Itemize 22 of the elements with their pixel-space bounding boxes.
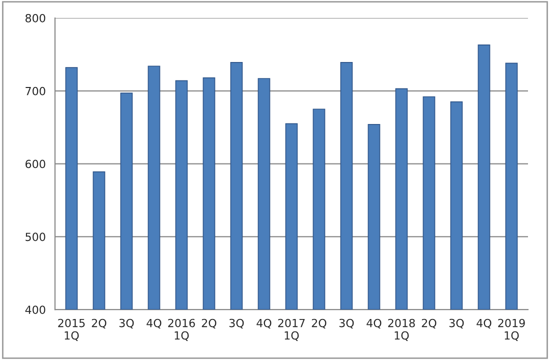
x-tick-label: 2Q bbox=[92, 318, 106, 329]
y-tick-label: 800 bbox=[26, 14, 46, 22]
x-tick-label: 2Q bbox=[312, 318, 326, 329]
x-tick-label: 2Q bbox=[422, 318, 436, 329]
x-tick-label: 4Q bbox=[366, 318, 382, 329]
x-tick-label: 4Q bbox=[146, 318, 162, 329]
y-tick-label: 500 bbox=[26, 232, 46, 242]
x-tick-label: 2019 1Q bbox=[498, 318, 525, 341]
y-tick-label: 600 bbox=[26, 160, 46, 168]
x-tick-label: 4Q bbox=[476, 318, 492, 329]
y-tick-label: 400 bbox=[25, 306, 46, 314]
y-tick-label: 700 bbox=[26, 86, 46, 96]
x-tick-label: 2Q bbox=[202, 318, 216, 329]
x-tick-label: 3Q bbox=[339, 318, 354, 329]
x-tick-label: 3Q bbox=[119, 318, 134, 329]
x-tick-label: 2017 1Q bbox=[278, 318, 305, 341]
x-tick-label: 3Q bbox=[229, 318, 244, 329]
x-tick-label: 2015 1Q bbox=[58, 318, 85, 341]
x-tick-label: 2018 1Q bbox=[388, 318, 415, 341]
x-tick-label: 2016 1Q bbox=[168, 318, 195, 341]
x-tick-label: 4Q bbox=[256, 318, 272, 329]
x-tick-label: 3Q bbox=[449, 318, 464, 329]
